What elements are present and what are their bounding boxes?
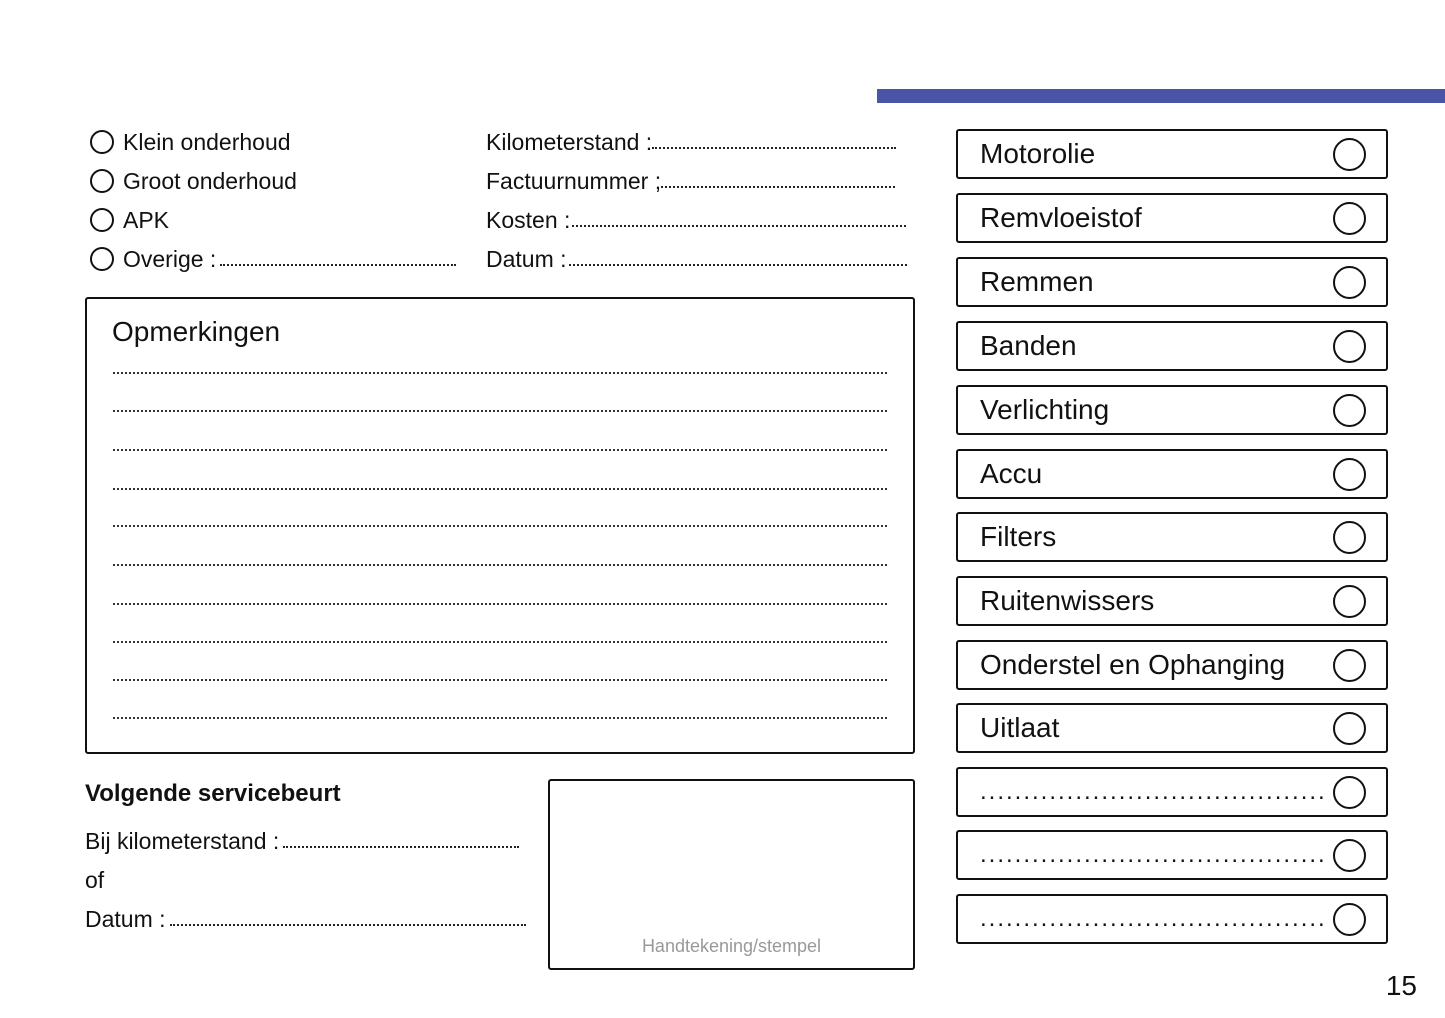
check-label: Accu	[980, 458, 1043, 489]
remarks-box	[85, 297, 915, 754]
option-label: Klein onderhoud	[123, 128, 291, 155]
next-date-field: Datum :	[85, 904, 526, 934]
check-label: Ruitenwissers	[980, 585, 1155, 616]
check-onderstel-ophanging[interactable]: Onderstel en Ophanging	[956, 640, 1388, 690]
checkbox-circle-icon[interactable]	[1333, 458, 1366, 491]
next-or: of	[85, 865, 104, 895]
check-motorolie[interactable]: Motorolie	[956, 129, 1388, 179]
field-label: Datum :	[486, 245, 567, 272]
next-service-title: Volgende servicebeurt	[85, 780, 341, 807]
field-kosten: Kosten :	[486, 205, 907, 235]
check-label: Remvloeistof	[980, 202, 1142, 233]
check-label: Filters	[980, 521, 1057, 552]
remarks-line[interactable]	[113, 525, 887, 527]
check-label-blank[interactable]: ........................................	[980, 841, 1327, 868]
check-filters[interactable]: Filters	[956, 512, 1388, 562]
check-custom-3[interactable]: ........................................	[956, 894, 1388, 944]
kosten-fill-line[interactable]	[572, 225, 907, 227]
check-ruitenwissers[interactable]: Ruitenwissers	[956, 576, 1388, 626]
header-accent-bar	[877, 89, 1445, 103]
check-verlichting[interactable]: Verlichting	[956, 385, 1388, 435]
check-uitlaat[interactable]: Uitlaat	[956, 703, 1388, 753]
remarks-line[interactable]	[113, 449, 887, 451]
or-label: of	[85, 866, 105, 893]
option-label: Groot onderhoud	[123, 167, 297, 194]
check-remvloeistof[interactable]: Remvloeistof	[956, 193, 1388, 243]
field-label: Bij kilometerstand :	[85, 827, 280, 854]
kilometerstand-fill-line[interactable]	[652, 147, 897, 149]
checkbox-circle-icon[interactable]	[1333, 266, 1366, 299]
remarks-line[interactable]	[113, 564, 887, 566]
remarks-line[interactable]	[113, 603, 887, 605]
checkbox-circle-icon[interactable]	[1333, 776, 1366, 809]
page-number: 15	[1385, 970, 1417, 1001]
check-label: Remmen	[980, 266, 1094, 297]
field-kilometerstand: Kilometerstand :	[486, 127, 897, 157]
option-label: APK	[123, 206, 170, 233]
checkbox-circle-icon[interactable]	[1333, 839, 1366, 872]
check-custom-1[interactable]: ........................................	[956, 767, 1388, 817]
field-factuurnummer: Factuurnummer ;	[486, 166, 896, 196]
check-label-blank[interactable]: ........................................	[980, 778, 1327, 805]
factuurnummer-fill-line[interactable]	[661, 186, 896, 188]
checkbox-circle-icon[interactable]	[1333, 521, 1366, 554]
option-apk[interactable]: APK	[90, 205, 169, 235]
checkbox-circle-icon[interactable]	[1333, 903, 1366, 936]
check-custom-2[interactable]: ........................................	[956, 830, 1388, 880]
option-groot-onderhoud[interactable]: Groot onderhoud	[90, 166, 297, 196]
option-klein-onderhoud[interactable]: Klein onderhoud	[90, 127, 291, 157]
radio-circle-icon[interactable]	[90, 208, 114, 232]
check-label: Motorolie	[980, 138, 1096, 169]
checkbox-circle-icon[interactable]	[1333, 138, 1366, 171]
checkbox-circle-icon[interactable]	[1333, 330, 1366, 363]
check-label-blank[interactable]: ........................................	[980, 905, 1327, 932]
check-label: Onderstel en Ophanging	[980, 649, 1286, 680]
remarks-line[interactable]	[113, 410, 887, 412]
check-label: Banden	[980, 330, 1077, 361]
remarks-line[interactable]	[113, 488, 887, 490]
check-banden[interactable]: Banden	[956, 321, 1388, 371]
next-km-fill-line[interactable]	[283, 846, 520, 848]
next-km-field: Bij kilometerstand :	[85, 826, 520, 856]
check-label: Uitlaat	[980, 712, 1060, 743]
radio-circle-icon[interactable]	[90, 130, 114, 154]
radio-circle-icon[interactable]	[90, 247, 114, 271]
field-label: Kilometerstand :	[486, 128, 653, 155]
check-remmen[interactable]: Remmen	[956, 257, 1388, 307]
field-label: Datum :	[85, 905, 166, 932]
remarks-line[interactable]	[113, 717, 887, 719]
remarks-title: Opmerkingen	[112, 316, 281, 347]
remarks-line[interactable]	[113, 679, 887, 681]
remarks-line[interactable]	[113, 641, 887, 643]
field-label: Factuurnummer ;	[486, 167, 662, 194]
radio-circle-icon[interactable]	[90, 169, 114, 193]
remarks-line[interactable]	[113, 372, 887, 374]
check-label: Verlichting	[980, 394, 1110, 425]
check-accu[interactable]: Accu	[956, 449, 1388, 499]
checkbox-circle-icon[interactable]	[1333, 649, 1366, 682]
checkbox-circle-icon[interactable]	[1333, 202, 1366, 235]
signature-stamp-box[interactable]	[548, 779, 915, 970]
checkbox-circle-icon[interactable]	[1333, 712, 1366, 745]
option-overige[interactable]: Overige :	[90, 244, 457, 274]
signature-stamp-label: Handtekening/stempel	[641, 936, 822, 956]
next-date-fill-line[interactable]	[169, 924, 526, 926]
datum-fill-line[interactable]	[568, 264, 907, 266]
option-label: Overige :	[123, 245, 217, 272]
field-datum: Datum :	[486, 244, 907, 274]
overige-fill-line[interactable]	[220, 264, 457, 266]
checkbox-circle-icon[interactable]	[1333, 585, 1366, 618]
checkbox-circle-icon[interactable]	[1333, 394, 1366, 427]
field-label: Kosten :	[486, 206, 571, 233]
